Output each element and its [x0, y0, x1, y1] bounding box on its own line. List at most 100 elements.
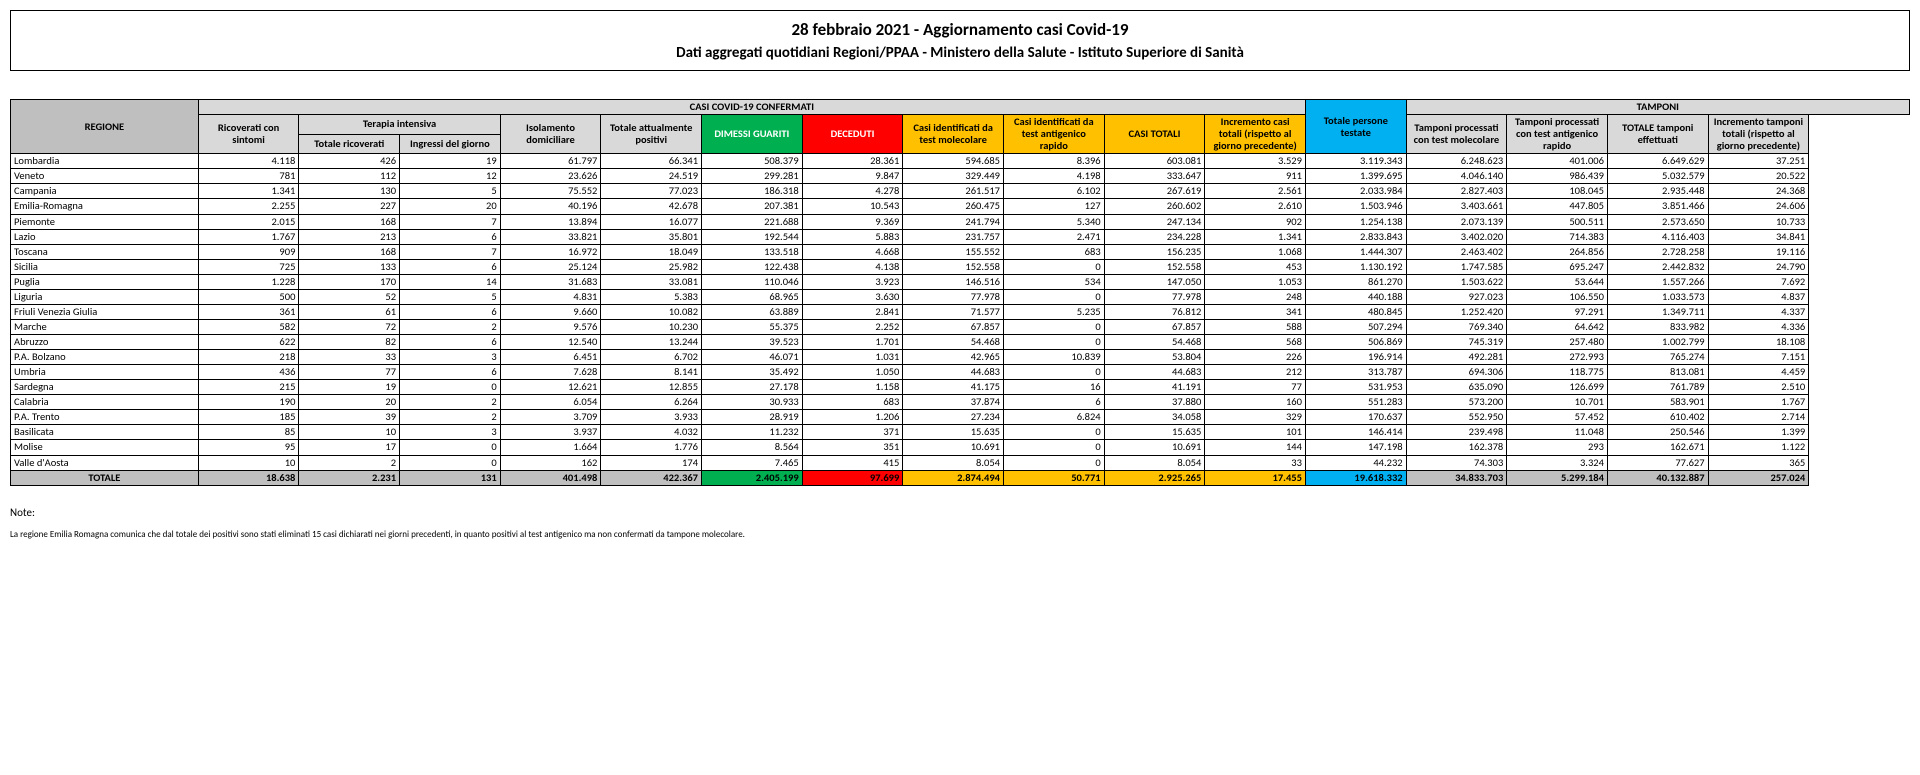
data-cell: 1.122 [1708, 440, 1809, 455]
data-cell: 1.503.622 [1406, 274, 1507, 289]
data-cell: 2.033.984 [1305, 184, 1406, 199]
total-row: TOTALE18.6382.231131401.498422.3672.405.… [11, 470, 1910, 485]
data-cell: 85 [198, 425, 299, 440]
data-cell: 264.856 [1507, 244, 1608, 259]
data-cell: 2.231 [299, 470, 400, 485]
data-cell: 55.375 [702, 319, 803, 334]
data-cell: 74.303 [1406, 455, 1507, 470]
data-cell: 426 [299, 154, 400, 169]
data-cell: 1.252.420 [1406, 304, 1507, 319]
data-cell: 765.274 [1607, 350, 1708, 365]
region-cell: Veneto [11, 169, 199, 184]
data-cell: 34.833.703 [1406, 470, 1507, 485]
hdr-dimessi: DIMESSI GUARITI [702, 115, 803, 154]
region-cell: Piemonte [11, 214, 199, 229]
data-cell: 186.318 [702, 184, 803, 199]
data-cell: 33 [1205, 455, 1306, 470]
data-cell: 1.767 [198, 229, 299, 244]
data-cell: 31.683 [500, 274, 601, 289]
data-cell: 110.046 [702, 274, 803, 289]
data-cell: 95 [198, 440, 299, 455]
data-cell: 227 [299, 199, 400, 214]
hdr-tamponi-molecolare: Tamponi processati con test molecolare [1406, 115, 1507, 154]
data-cell: 75.552 [500, 184, 601, 199]
data-cell: 9.576 [500, 319, 601, 334]
data-cell: 147.050 [1104, 274, 1205, 289]
data-cell: 54.468 [1104, 335, 1205, 350]
data-cell: 594.685 [903, 154, 1004, 169]
data-cell: 190 [198, 395, 299, 410]
data-cell: 82 [299, 335, 400, 350]
data-cell: 10.230 [601, 319, 702, 334]
data-cell: 6.702 [601, 350, 702, 365]
data-cell: 3.630 [802, 289, 903, 304]
data-cell: 927.023 [1406, 289, 1507, 304]
data-cell: 9.847 [802, 169, 903, 184]
data-cell: 41.175 [903, 380, 1004, 395]
data-cell: 72 [299, 319, 400, 334]
data-cell: 97.699 [802, 470, 903, 485]
data-cell: 4.336 [1708, 319, 1809, 334]
data-cell: 13.244 [601, 335, 702, 350]
table-row: Friuli Venezia Giulia3616169.66010.08263… [11, 304, 1910, 319]
data-cell: 3.923 [802, 274, 903, 289]
covid-table: REGIONE CASI COVID-19 CONFERMATI Totale … [10, 99, 1910, 486]
data-cell: 0 [1003, 335, 1104, 350]
data-cell: 1.349.711 [1607, 304, 1708, 319]
data-cell: 44.683 [903, 365, 1004, 380]
data-cell: 1.254.138 [1305, 214, 1406, 229]
data-cell: 415 [802, 455, 903, 470]
data-cell: 986.439 [1507, 169, 1608, 184]
data-cell: 1.002.799 [1607, 335, 1708, 350]
data-cell: 37.880 [1104, 395, 1205, 410]
data-cell: 3.937 [500, 425, 601, 440]
data-cell: 329 [1205, 410, 1306, 425]
table-row: Toscana909168716.97218.049133.5184.66815… [11, 244, 1910, 259]
data-cell: 401.006 [1507, 154, 1608, 169]
data-cell: 112 [299, 169, 400, 184]
data-cell: 5 [400, 184, 501, 199]
data-cell: 12 [400, 169, 501, 184]
hdr-casi-confermati: CASI COVID-19 CONFERMATI [198, 100, 1305, 115]
data-cell: 15.635 [1104, 425, 1205, 440]
data-cell: 861.270 [1305, 274, 1406, 289]
data-cell: 260.475 [903, 199, 1004, 214]
data-cell: 1.031 [802, 350, 903, 365]
data-cell: 1.053 [1205, 274, 1306, 289]
data-cell: 215 [198, 380, 299, 395]
data-cell: 2.827.403 [1406, 184, 1507, 199]
data-cell: 131 [400, 470, 501, 485]
data-cell: 534 [1003, 274, 1104, 289]
data-cell: 234.228 [1104, 229, 1205, 244]
data-cell: 683 [802, 395, 903, 410]
data-cell: 133.518 [702, 244, 803, 259]
data-cell: 7.628 [500, 365, 601, 380]
data-cell: 0 [400, 440, 501, 455]
data-cell: 101 [1205, 425, 1306, 440]
data-cell: 1.399 [1708, 425, 1809, 440]
data-cell: 40.196 [500, 199, 601, 214]
data-cell: 6.248.623 [1406, 154, 1507, 169]
data-cell: 10 [299, 425, 400, 440]
hdr-casi-totali: CASI TOTALI [1104, 115, 1205, 154]
table-row: Marche5827229.57610.23055.3752.25267.857… [11, 319, 1910, 334]
data-cell: 17.455 [1205, 470, 1306, 485]
data-cell: 1.050 [802, 365, 903, 380]
data-cell: 745.319 [1406, 335, 1507, 350]
data-cell: 5.299.184 [1507, 470, 1608, 485]
data-cell: 3.851.466 [1607, 199, 1708, 214]
data-cell: 2.841 [802, 304, 903, 319]
data-cell: 1.068 [1205, 244, 1306, 259]
data-cell: 144 [1205, 440, 1306, 455]
region-cell: Campania [11, 184, 199, 199]
data-cell: 833.982 [1607, 319, 1708, 334]
data-cell: 16 [1003, 380, 1104, 395]
data-cell: 35.801 [601, 229, 702, 244]
data-cell: 4.337 [1708, 304, 1809, 319]
data-cell: 67.857 [1104, 319, 1205, 334]
region-cell: Puglia [11, 274, 199, 289]
data-cell: 24.368 [1708, 184, 1809, 199]
data-cell: 329.449 [903, 169, 1004, 184]
data-cell: 130 [299, 184, 400, 199]
data-cell: 2.015 [198, 214, 299, 229]
